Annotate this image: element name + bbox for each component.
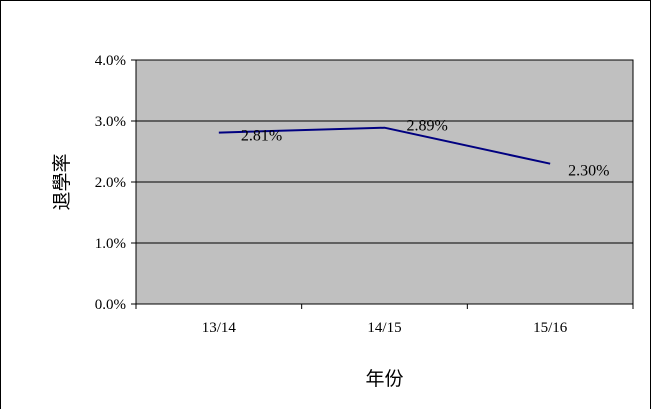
data-label: 2.89% [407, 118, 448, 135]
y-axis-title: 退學率 [51, 153, 73, 210]
y-axis-ticks: 4.0% 3.0% 2.0% 1.0% 0.0% [95, 53, 136, 313]
x-axis-title: 年份 [365, 368, 403, 390]
x-tick-label: 14/15 [367, 320, 401, 336]
y-tick-label: 0.0% [95, 297, 126, 313]
series-line [218, 126, 551, 165]
x-tick-label: 13/14 [202, 320, 237, 336]
data-label: 2.30% [568, 163, 609, 180]
data-labels: 2.81% 2.89% 2.30% [241, 118, 610, 180]
gridlines [136, 120, 633, 244]
data-label: 2.81% [241, 128, 282, 145]
x-tick-label: 15/16 [533, 320, 568, 336]
series-group [218, 126, 551, 165]
y-tick-label: 4.0% [95, 53, 126, 69]
y-tick-label: 1.0% [95, 236, 126, 252]
y-tick-label: 2.0% [95, 175, 126, 191]
y-tick-label: 3.0% [95, 114, 126, 130]
x-axis-ticks: 13/14 14/15 15/16 [135, 304, 634, 336]
